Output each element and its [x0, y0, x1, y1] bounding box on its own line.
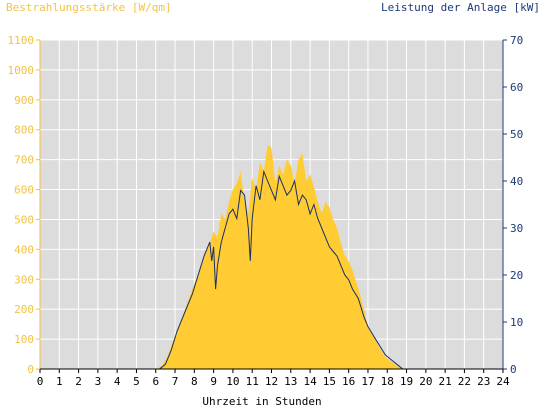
x-axis-title: Uhrzeit in Stunden: [202, 395, 321, 408]
left-tick-label-6: 600: [14, 184, 34, 197]
right-tick-label-7: 70: [510, 34, 523, 47]
left-tick-label-7: 700: [14, 154, 34, 167]
x-tick-label-3: 3: [95, 375, 102, 388]
left-tick-label-5: 500: [14, 213, 34, 226]
x-tick-label-4: 4: [114, 375, 121, 388]
axes: 0100200300400500600700800900100011000102…: [8, 34, 524, 388]
x-tick-label-8: 8: [191, 375, 198, 388]
x-tick-label-7: 7: [172, 375, 179, 388]
left-tick-label-1: 100: [14, 333, 34, 346]
x-tick-label-1: 1: [56, 375, 63, 388]
right-tick-label-1: 10: [510, 316, 523, 329]
left-tick-label-10: 1000: [8, 64, 35, 77]
left-tick-label-11: 1100: [8, 34, 35, 47]
x-tick-label-16: 16: [342, 375, 355, 388]
right-tick-label-4: 40: [510, 175, 523, 188]
left-tick-label-3: 300: [14, 273, 34, 286]
x-tick-label-12: 12: [265, 375, 278, 388]
x-tick-label-18: 18: [381, 375, 394, 388]
right-axis-title: Leistung der Anlage [kW]: [381, 1, 540, 14]
right-tick-label-5: 50: [510, 128, 523, 141]
x-tick-label-14: 14: [303, 375, 317, 388]
irradiance-area: [40, 144, 503, 369]
x-tick-label-5: 5: [133, 375, 140, 388]
x-tick-label-21: 21: [439, 375, 452, 388]
x-tick-label-11: 11: [246, 375, 259, 388]
x-tick-label-23: 23: [477, 375, 490, 388]
x-tick-label-19: 19: [400, 375, 413, 388]
x-tick-label-20: 20: [419, 375, 432, 388]
series-group: [40, 144, 503, 370]
left-tick-label-8: 800: [14, 124, 34, 137]
x-tick-label-24: 24: [496, 375, 510, 388]
right-tick-label-2: 20: [510, 269, 523, 282]
x-tick-label-17: 17: [361, 375, 374, 388]
power-line: [40, 169, 503, 370]
x-tick-label-0: 0: [37, 375, 44, 388]
x-tick-label-13: 13: [284, 375, 297, 388]
x-tick-label-6: 6: [152, 375, 159, 388]
left-tick-label-4: 400: [14, 243, 34, 256]
x-tick-label-22: 22: [458, 375, 471, 388]
left-tick-label-9: 900: [14, 94, 34, 107]
left-axis-title: Bestrahlungsstärke [W/qm]: [6, 1, 172, 14]
x-tick-label-15: 15: [323, 375, 336, 388]
left-tick-label-2: 200: [14, 303, 34, 316]
left-tick-label-0: 0: [27, 363, 34, 376]
right-tick-label-6: 60: [510, 81, 523, 94]
x-tick-label-9: 9: [210, 375, 217, 388]
right-tick-label-0: 0: [510, 363, 517, 376]
x-tick-label-10: 10: [226, 375, 239, 388]
right-tick-label-3: 30: [510, 222, 523, 235]
x-tick-label-2: 2: [75, 375, 82, 388]
